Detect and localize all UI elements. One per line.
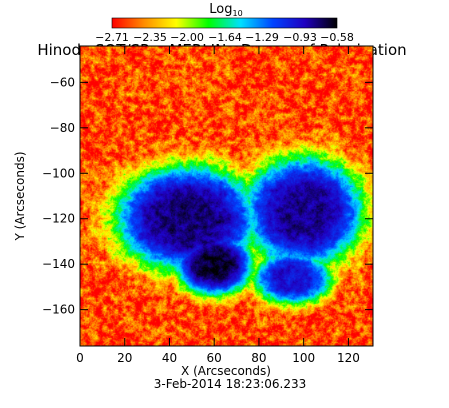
plot-area: 0 20 40 60 80 100 120 −160 −140 −120 −100 −80 −60 <box>42 45 374 365</box>
x-tick-label: 20 <box>117 351 132 365</box>
x-tick-label: 0 <box>76 351 84 365</box>
y-tick-label: −80 <box>50 121 75 135</box>
heatmap-image <box>80 46 373 346</box>
colorbar-tick-label: −2.00 <box>170 31 204 44</box>
colorbar: Log10 −2.71 −2.35 −2.00 −1.64 −1.29 −0.93 −0.5… <box>95 2 354 44</box>
x-tick-label: 60 <box>207 351 222 365</box>
colorbar-tick-label: −0.58 <box>320 31 354 44</box>
y-axis-label: Y (Arcseconds) <box>13 151 27 241</box>
colorbar-tick-label: −1.64 <box>208 31 242 44</box>
colorbar-ticks: −2.71 −2.35 −2.00 −1.64 −1.29 −0.93 −0.58 <box>95 31 354 44</box>
y-tick-label: −100 <box>42 166 75 180</box>
colorbar-tick-label: −1.29 <box>245 31 279 44</box>
y-tick-label: −120 <box>42 212 75 226</box>
x-axis: 0 20 40 60 80 100 120 <box>76 46 360 365</box>
plot-frame <box>79 45 374 347</box>
x-axis-label: X (Arcseconds) <box>181 364 271 378</box>
y-tick-label: −140 <box>42 257 75 271</box>
x-tick-label: 100 <box>292 351 315 365</box>
x-tick-label: 120 <box>337 351 360 365</box>
colorbar-title: Log10 <box>209 2 242 18</box>
chart-subtitle: 3-Feb-2014 18:23:06.233 <box>154 377 307 391</box>
x-tick-label: 80 <box>251 351 266 365</box>
x-tick-label: 40 <box>162 351 177 365</box>
colorbar-gradient <box>111 17 338 29</box>
colorbar-tick-label: −2.71 <box>95 31 129 44</box>
y-tick-label: −60 <box>50 75 75 89</box>
colorbar-tick-label: −0.93 <box>283 31 317 44</box>
y-tick-label: −160 <box>42 303 75 317</box>
colorbar-tick-label: −2.35 <box>133 31 167 44</box>
y-axis: −160 −140 −120 −100 −80 −60 <box>42 75 373 317</box>
